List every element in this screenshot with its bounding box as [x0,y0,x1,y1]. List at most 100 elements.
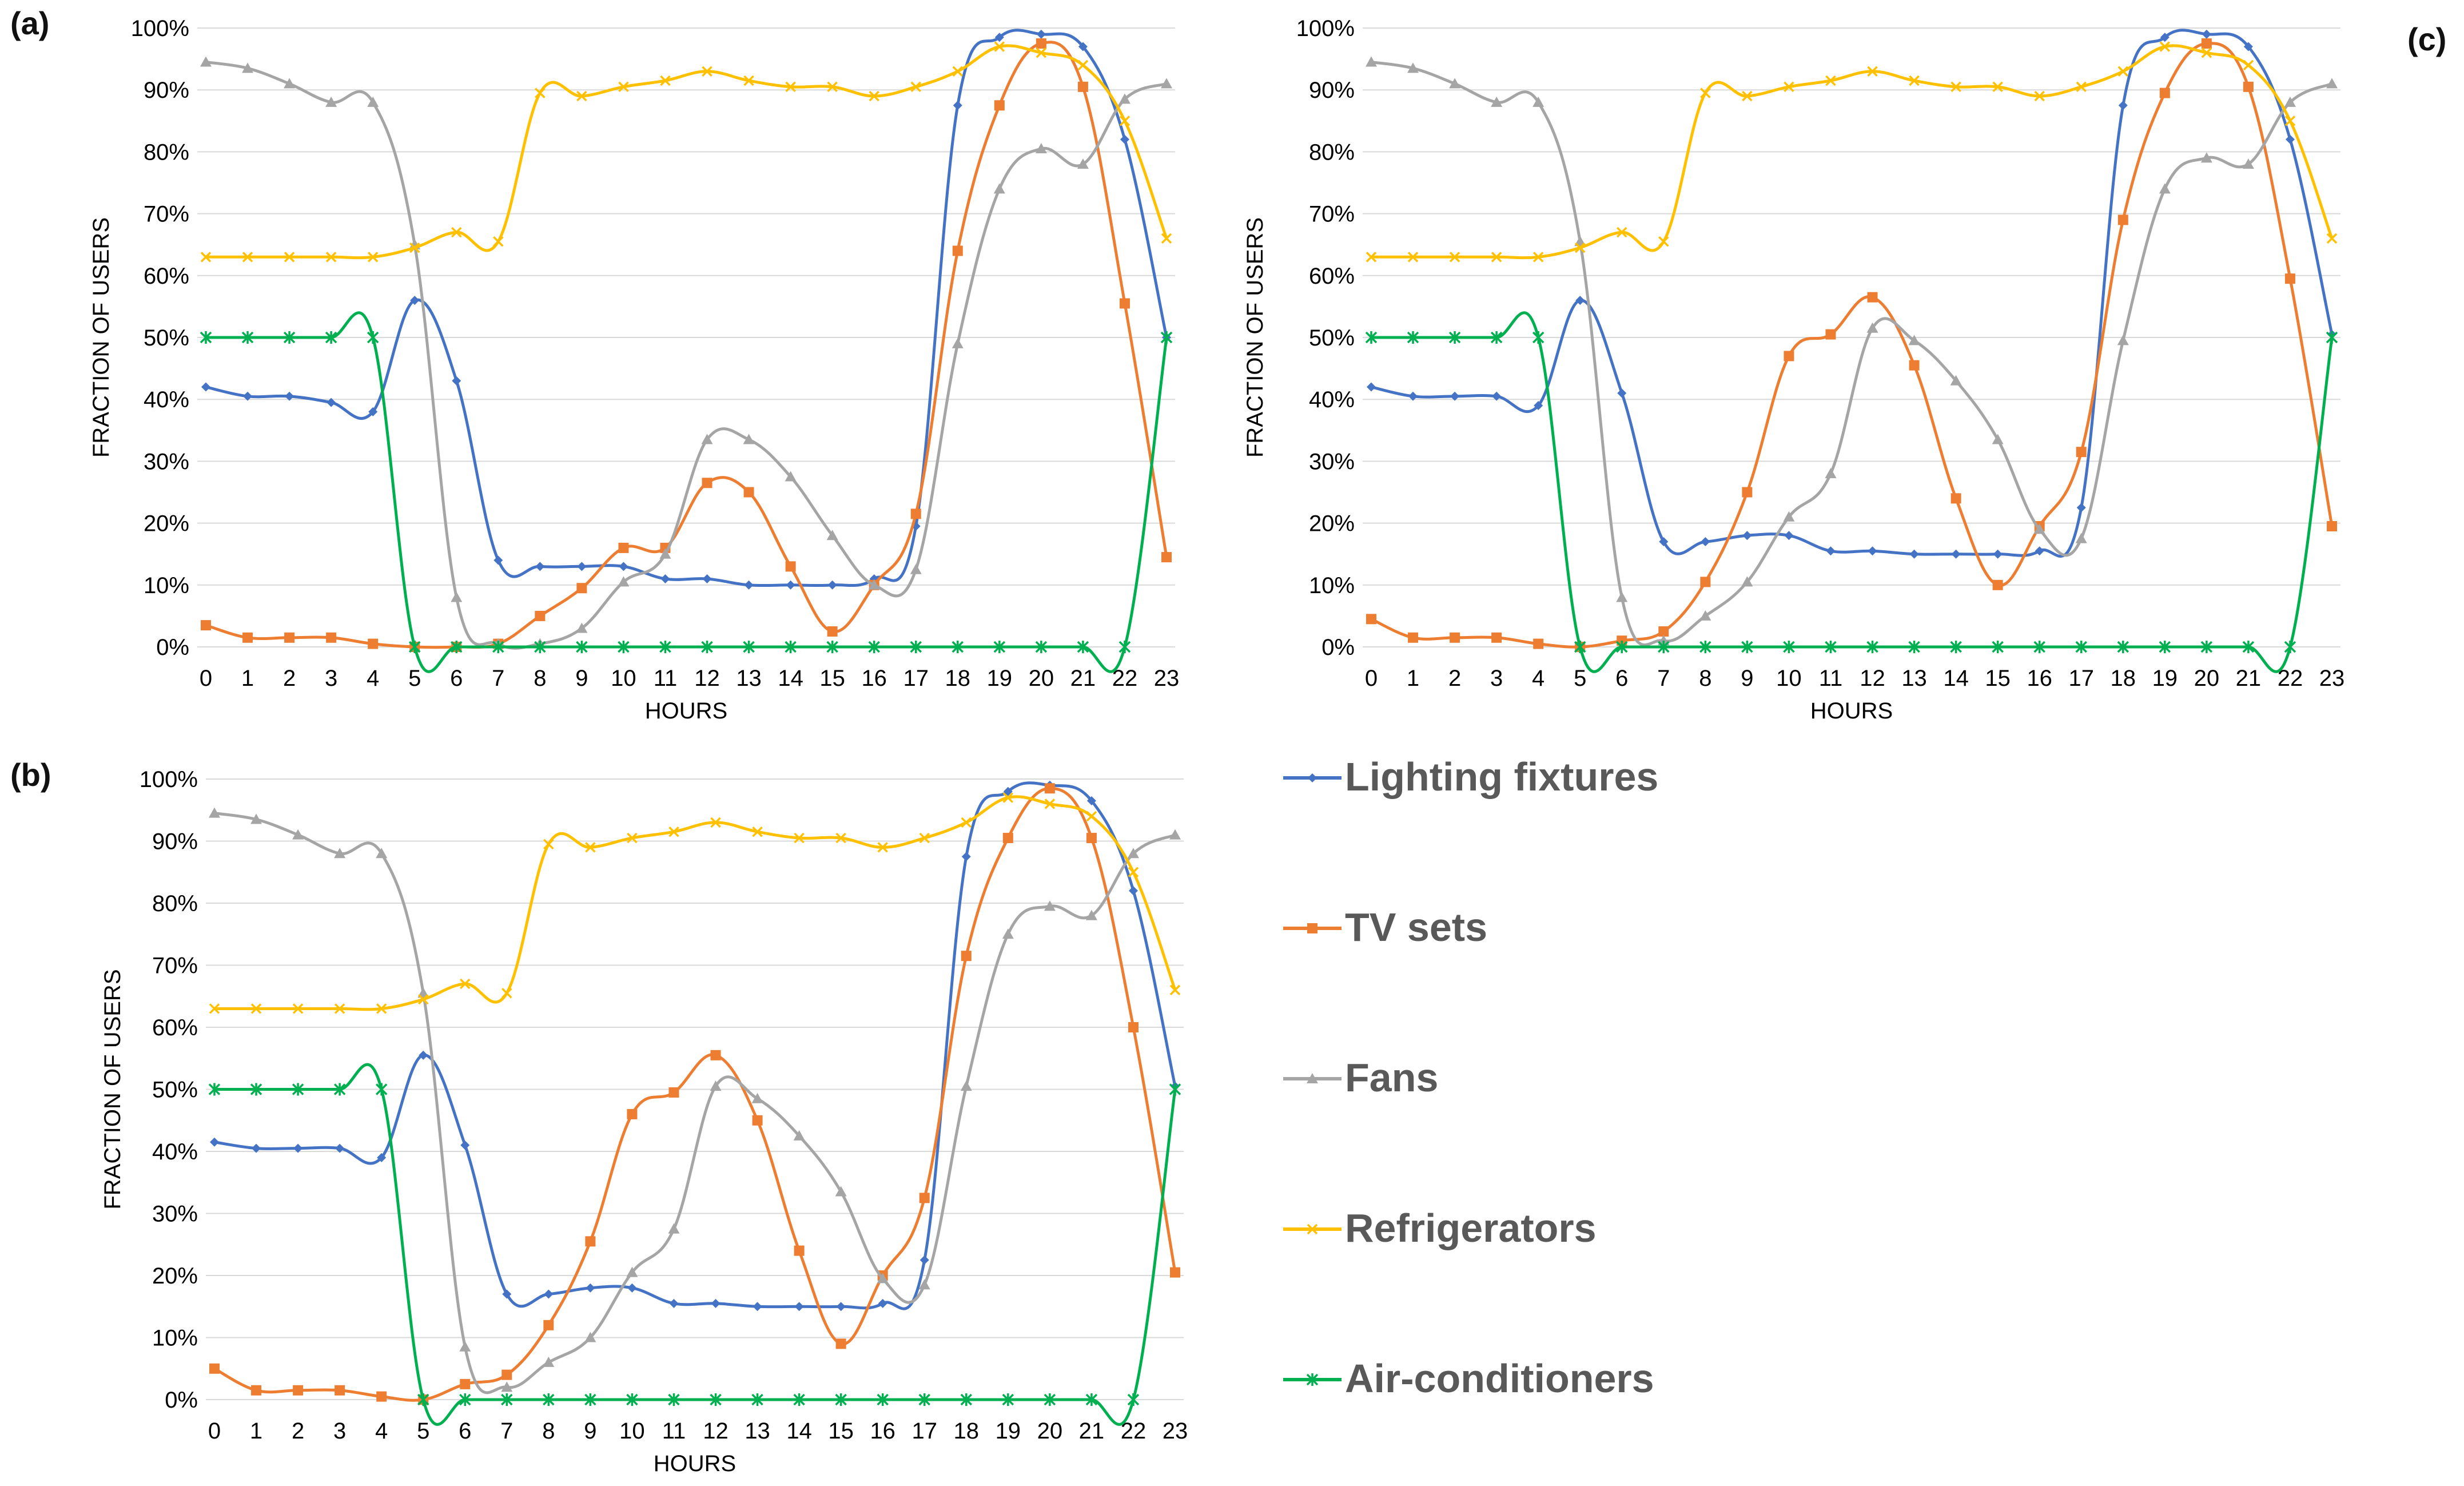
chart-b-point-tv-sets [376,1391,387,1402]
chart-c-point-refrigerators [1950,81,1961,93]
chart-b-point-refrigerators [292,1003,304,1014]
chart-c-point-fans [1616,591,1628,602]
chart-c-point-lighting-fixtures [1742,531,1752,541]
chart-b-point-air-conditioners [751,1393,763,1406]
chart-c-ytick-label: 50% [1309,325,1355,351]
chart-b-point-air-conditioners [501,1393,513,1406]
chart-b-ytick-label: 90% [152,829,198,855]
chart-b-point-refrigerators [627,832,638,844]
chart-a-point-lighting-fixtures [1078,42,1088,51]
chart-b-point-tv-sets [752,1115,763,1126]
chart-a-line-lighting-fixtures [205,29,1168,587]
chart-c-point-lighting-fixtures [2118,101,2128,110]
chart-b-point-fans [877,1273,889,1284]
chart-c-point-fans [1741,576,1753,587]
chart-b-point-air-conditioners [543,1393,555,1406]
chart-a-point-refrigerators [284,252,295,263]
chart-b-point-lighting-fixtures [711,1298,721,1308]
legend-symbol-tv [1307,923,1317,933]
chart-a-point-refrigerators [702,66,712,77]
chart-a-point-fans [1118,93,1131,104]
chart-c-point-air-conditioners [1616,641,1628,653]
chart-c-xtick-label: 9 [1741,666,1753,691]
chart-a-point-tv-sets [284,632,295,643]
chart-b-point-tv-sets [460,1378,471,1389]
chart-c-point-fans [2326,78,2338,89]
chart-b-point-fans [626,1266,638,1277]
chart-a-point-air-conditioners [492,641,504,653]
chart-a-xtick-label: 23 [1154,666,1180,691]
chart-b-point-refrigerators [1002,792,1014,803]
chart-b-xtick-label: 12 [703,1419,729,1444]
chart-b-point-fans [250,813,262,824]
chart-c-point-fans [1449,78,1461,89]
chart-b-point-refrigerators [710,817,721,828]
chart-c-point-fans [1783,511,1795,522]
chart-a-point-refrigerators [200,252,212,263]
chart-a-series-air-conditioners [200,311,1173,673]
chart-c-point-refrigerators [2034,90,2045,102]
chart-c-line-tv-sets [1370,42,2334,649]
chart-c-point-air-conditioners [1908,641,1920,653]
legend-label-air-conditioners: Air-conditioners [1345,1356,1654,1401]
chart-b-xtick-label: 23 [1163,1419,1188,1444]
chart-c-ytick-label: 30% [1309,449,1355,474]
chart-c-xtick-label: 2 [1448,666,1461,691]
chart-c-point-refrigerators [2326,233,2338,244]
chart-b-point-refrigerators [376,1003,387,1014]
chart-c-point-refrigerators [1491,252,1502,263]
chart-b-xtick-label: 6 [459,1419,471,1444]
chart-c-point-refrigerators [1784,81,1794,93]
chart-c-point-air-conditioners [1783,641,1795,653]
chart-b-point-refrigerators [1086,810,1097,822]
chart-b-point-refrigerators [1044,798,1056,809]
chart-b-point-lighting-fixtures [586,1283,595,1293]
chart-b-point-air-conditioners [292,1083,304,1096]
chart-b-point-tv-sets [209,1363,220,1374]
chart-b-point-tv-sets [919,1193,930,1203]
chart-a-point-air-conditioners [618,641,630,653]
chart-a-xtick-label: 2 [283,666,296,691]
chart-c-point-lighting-fixtures [1993,549,2003,559]
chart-c-point-fans [1950,375,1962,386]
chart-b-point-lighting-fixtures [627,1283,637,1293]
chart-b-series-tv-sets [209,783,1180,1405]
chart-b-point-fans [668,1223,680,1234]
chart-b-point-lighting-fixtures [1128,886,1138,896]
chart-a-point-refrigerators [618,81,629,93]
chart-b-point-air-conditioners [1085,1393,1098,1406]
chart-a-xtick-label: 0 [200,666,212,691]
chart-c-point-refrigerators [1992,81,2003,93]
chart-c-point-air-conditioners [2159,641,2171,653]
legend-symbol-refrigerators [1307,1223,1318,1235]
chart-a-point-refrigerators [1036,47,1047,58]
chart-c-point-air-conditioners [1699,641,1711,653]
chart-c-point-fans [1908,335,1920,345]
chart-a-xtick-label: 8 [534,666,546,691]
chart-c-xtick-label: 4 [1532,666,1545,691]
chart-a-point-refrigerators [1077,59,1089,71]
chart-b-ytick-label: 50% [152,1078,198,1103]
chart-a-point-lighting-fixtures [619,562,628,571]
chart-c-point-lighting-fixtures [2243,42,2253,51]
chart-c-point-air-conditioners [1950,641,1962,653]
chart-c-xlabel: HOURS [1810,698,1893,724]
chart-b-xtick-label: 17 [911,1419,937,1444]
chart-c-point-lighting-fixtures [1617,388,1627,398]
chart-b-xtick-label: 16 [870,1419,895,1444]
chart-c-point-fans [1699,610,1711,621]
chart-c-point-air-conditioners [2200,641,2213,653]
chart-a-point-tv-sets [1119,298,1130,309]
chart-b-xtick-label: 10 [619,1419,645,1444]
chart-c-point-lighting-fixtures [2076,503,2086,512]
chart-a-point-air-conditioners [283,331,296,344]
chart-b-point-fans [1127,848,1139,859]
panel-label-a: (a) [10,5,50,41]
chart-a-point-refrigerators [910,81,921,93]
chart-c-point-tv-sets [2159,88,2170,98]
chart-c-point-lighting-fixtures [1450,391,1460,401]
chart-b-point-fans [751,1092,763,1103]
chart-a-point-refrigerators [451,227,462,238]
chart-b-point-refrigerators [460,978,471,990]
chart-c-point-lighting-fixtures [1492,391,1502,401]
